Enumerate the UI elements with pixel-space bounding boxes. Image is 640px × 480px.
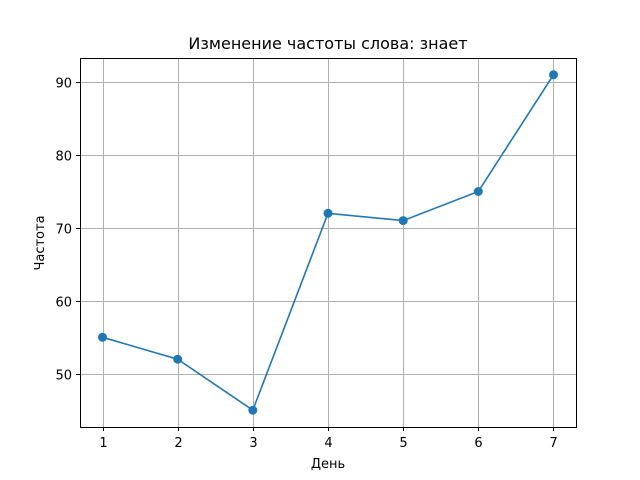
grid (80, 58, 576, 427)
data-point (248, 405, 258, 415)
x-axis-ticks: 1 2 3 4 5 6 7 (99, 427, 558, 451)
x-tick-label: 5 (399, 436, 407, 451)
data-point (98, 332, 107, 342)
data-point (549, 70, 558, 80)
y-tick-label: 90 (55, 77, 72, 92)
data-point (398, 216, 408, 226)
x-tick-label: 7 (549, 436, 557, 451)
x-tick-label: 1 (99, 436, 107, 451)
chart-title: Изменение частоты слова: знает (188, 34, 467, 53)
x-tick-label: 4 (324, 436, 332, 451)
x-tick-label: 6 (474, 436, 482, 451)
data-point (173, 354, 183, 364)
y-axis-ticks: 50 60 70 80 90 (55, 77, 80, 384)
y-tick-label: 70 (55, 223, 72, 238)
data-point (323, 208, 333, 218)
y-axis-label: Частота (33, 215, 48, 270)
series-layer (98, 70, 558, 415)
y-tick-label: 60 (55, 296, 72, 311)
data-point (473, 187, 483, 196)
x-axis-label: День (311, 457, 345, 472)
y-tick-label: 50 (55, 369, 72, 384)
x-tick-label: 2 (174, 436, 182, 451)
x-tick-label: 3 (249, 436, 257, 451)
y-tick-label: 80 (55, 150, 72, 165)
